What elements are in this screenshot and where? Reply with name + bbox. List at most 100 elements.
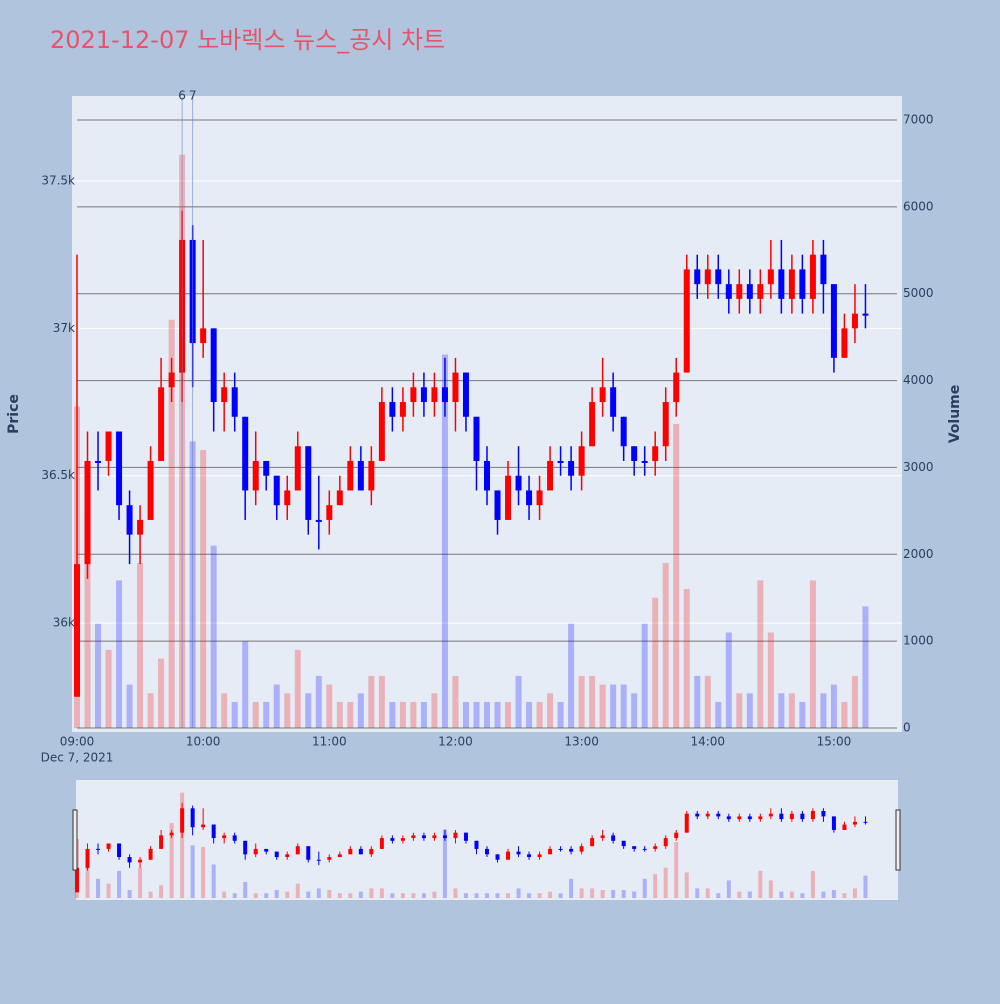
candle-body xyxy=(273,475,280,506)
volume-bar xyxy=(484,701,490,728)
slider-candle-body xyxy=(453,832,458,839)
range-slider[interactable] xyxy=(76,780,898,900)
candle-body xyxy=(841,328,848,358)
slider-handle-right xyxy=(895,809,901,871)
x-tick-label: 10:00 xyxy=(186,735,221,749)
slider-volume-bar xyxy=(621,890,626,898)
slider-candle-body xyxy=(558,848,563,850)
slider-candle-body xyxy=(337,854,342,858)
slider-volume-bar xyxy=(779,891,784,898)
candle-body xyxy=(704,269,711,285)
slider-candle-body xyxy=(705,813,710,817)
slider-candle-body xyxy=(684,813,689,833)
candle-body xyxy=(284,490,291,506)
annotation-label: 7 xyxy=(189,89,197,103)
volume-bar xyxy=(116,580,123,728)
volume-bar xyxy=(746,693,753,728)
slider-candle-body xyxy=(316,859,321,861)
slider-candle-body xyxy=(390,838,395,841)
volume-bar xyxy=(778,693,785,728)
slider-candle-body xyxy=(726,816,731,820)
slider-volume-bar xyxy=(537,893,542,898)
candle-body xyxy=(158,387,165,461)
slider-volume-bar xyxy=(600,890,605,898)
slider-candle-body xyxy=(379,838,384,849)
candle-body xyxy=(315,519,322,522)
slider-volume-bar xyxy=(211,864,216,898)
volume-bar xyxy=(683,589,690,728)
slider-volume-bar xyxy=(127,890,132,898)
slider-volume-bar xyxy=(852,888,857,898)
slider-volume-bar xyxy=(747,891,752,898)
volume-bar xyxy=(231,701,238,728)
candle-body xyxy=(263,460,270,476)
candle-body xyxy=(568,460,575,476)
volume-bar xyxy=(757,580,764,728)
annotation-label: 6 xyxy=(178,89,186,103)
slider-candle-body xyxy=(821,810,826,817)
candle-body xyxy=(473,416,480,461)
volume-bar xyxy=(620,684,627,728)
slider-candle-body xyxy=(747,816,752,820)
volume-bar xyxy=(441,354,448,728)
slider-candle-body xyxy=(779,813,784,820)
candle-body xyxy=(420,387,427,403)
slider-candle-body xyxy=(800,813,805,820)
y-tick-label: 37.5k xyxy=(41,173,75,187)
slider-volume-bar xyxy=(516,888,521,898)
slider-volume-bar xyxy=(337,893,342,898)
slider-candle-body xyxy=(611,835,616,841)
candle-body xyxy=(462,372,469,417)
volume-bar xyxy=(336,701,343,728)
volume-bar xyxy=(610,684,617,728)
slider-candle-body xyxy=(201,824,206,828)
candle-body xyxy=(137,519,144,535)
candle-body xyxy=(578,446,585,476)
candle-body xyxy=(95,460,102,463)
slider-volume-bar xyxy=(432,891,437,898)
candle-body xyxy=(746,284,753,299)
volume-bar xyxy=(515,675,522,728)
candle-body xyxy=(505,475,512,520)
slider-volume-bar xyxy=(705,888,710,898)
candle-body xyxy=(441,387,448,403)
slider-volume-bar xyxy=(253,893,258,898)
candle-body xyxy=(652,446,659,461)
candle-body xyxy=(221,387,228,403)
volume-bar xyxy=(725,632,732,728)
slider-volume-bar xyxy=(232,893,237,898)
volume-bar xyxy=(126,684,133,728)
slider-candle-body xyxy=(674,832,679,839)
slider-candle-body xyxy=(358,848,363,855)
slider-volume-bar xyxy=(558,893,563,898)
candle-body xyxy=(168,372,175,388)
volume-bar xyxy=(694,675,701,728)
y2-tick-label: 5000 xyxy=(903,286,934,300)
slider-volume-bar xyxy=(821,891,826,898)
volume-bar xyxy=(578,675,585,728)
x-tick-label: 13:00 xyxy=(564,735,599,749)
volume-bar xyxy=(462,701,469,728)
slider-volume-bar xyxy=(527,893,532,898)
slider-candle-body xyxy=(285,854,290,858)
candle-body xyxy=(410,387,417,403)
candle-body xyxy=(452,372,459,403)
slider-volume-bar xyxy=(863,875,868,898)
slider-volume-bar xyxy=(159,885,164,898)
volume-bar xyxy=(715,701,722,728)
candle-body xyxy=(494,490,501,520)
candle-body xyxy=(326,505,333,520)
slider-volume-bar xyxy=(96,878,101,898)
slider-volume-bar xyxy=(653,874,658,898)
slider-volume-bar xyxy=(810,870,815,898)
volume-bar xyxy=(809,580,816,728)
candle-body xyxy=(757,284,764,299)
slider-candle-body xyxy=(138,859,143,863)
candle-body xyxy=(389,402,396,417)
candle-body xyxy=(862,313,869,316)
candle-body xyxy=(105,431,112,461)
slider-volume-bar xyxy=(579,888,584,898)
volume-bar xyxy=(767,632,774,728)
volume-bar xyxy=(326,684,333,728)
